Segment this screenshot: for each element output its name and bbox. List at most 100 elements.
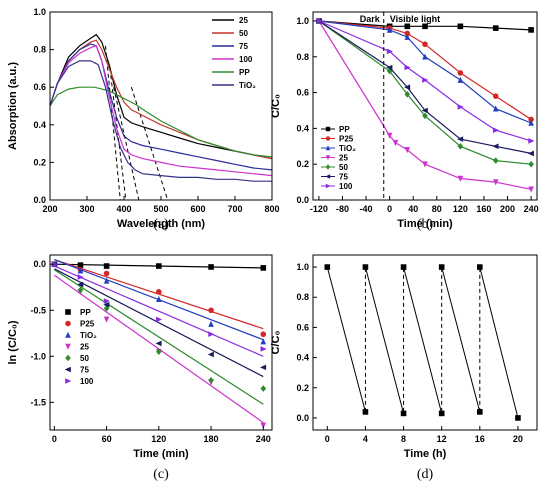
data-point — [422, 161, 428, 168]
data-point — [404, 91, 411, 98]
data-point — [156, 295, 162, 303]
legend-label: 50 — [80, 354, 89, 363]
x-tick-label: 0 — [52, 434, 57, 444]
data-point — [404, 30, 411, 37]
data-point — [404, 33, 411, 40]
data-point — [156, 289, 162, 295]
data-point — [400, 410, 407, 417]
legend-marker — [325, 126, 331, 132]
y-axis-label: C/C₀ — [270, 331, 282, 355]
legend-label: PP — [239, 68, 250, 77]
y-tick-label: 0.2 — [296, 159, 309, 169]
data-point — [528, 186, 534, 193]
data-point — [528, 116, 534, 123]
data-point — [386, 26, 393, 33]
series-100 — [316, 18, 535, 144]
data-point — [457, 76, 464, 83]
data-point — [527, 150, 534, 157]
y-tick-label: -0.5 — [30, 305, 46, 315]
axes-frame — [312, 11, 538, 201]
data-point — [207, 351, 214, 358]
legend-label: 75 — [80, 366, 89, 375]
y-tick-label: 0.6 — [33, 82, 46, 92]
x-tick-label: 160 — [476, 204, 491, 214]
series-line — [50, 33, 272, 160]
y-tick-label: 0.2 — [296, 383, 309, 393]
y-tick-label: 0.8 — [296, 52, 309, 62]
y-tick-label: 1.0 — [296, 262, 309, 272]
data-point — [103, 270, 110, 277]
data-point — [77, 286, 84, 294]
x-tick-label: 300 — [79, 204, 94, 214]
legend-marker — [65, 378, 72, 384]
legend-marker — [65, 320, 71, 327]
legend-label: 100 — [80, 377, 94, 386]
plot-area — [315, 17, 535, 193]
legend-label: 50 — [339, 163, 348, 172]
y-tick-label: -1.5 — [30, 397, 46, 407]
legend-marker — [65, 309, 71, 315]
series-PP — [50, 86, 272, 158]
chart-c: 0 60 120 180 240 0.0 -0.5 -1.0 -1.5 Time (min) ln … — [7, 254, 273, 482]
x-tick-label: 200 — [500, 204, 515, 214]
y-tick-label: 0.0 — [33, 195, 46, 205]
fit-line — [54, 269, 264, 405]
data-point — [392, 139, 399, 147]
data-point — [77, 262, 84, 268]
x-tick-label: 80 — [432, 204, 442, 214]
data-point — [155, 340, 162, 347]
panel-caption: (a) — [153, 217, 169, 232]
y-tick-label: 0.4 — [296, 123, 309, 133]
tangent-line — [130, 87, 169, 200]
panel-caption: (b) — [417, 217, 434, 232]
data-point — [208, 331, 215, 338]
legend: 25 50 75 100 PP TiO₂ — [212, 16, 256, 90]
data-point — [477, 409, 483, 415]
legend-label: 50 — [239, 29, 248, 38]
series-line — [326, 266, 366, 413]
tangent-line — [109, 68, 127, 200]
x-axis-label: Time (min) — [397, 218, 453, 230]
data-point — [477, 264, 483, 270]
x-tick-label: 800 — [264, 204, 279, 214]
series-75 — [50, 43, 272, 171]
x-tick-label: 200 — [42, 204, 57, 214]
data-point — [492, 105, 499, 112]
legend-label: PP — [80, 308, 91, 317]
data-point — [404, 84, 411, 90]
y-tick-label: 1.0 — [296, 16, 309, 26]
data-point — [260, 265, 267, 271]
data-point — [324, 264, 331, 270]
legend-label: TiO₂ — [80, 331, 97, 340]
series-line — [318, 20, 532, 120]
legend-marker — [65, 343, 71, 350]
series-75 — [315, 18, 534, 157]
x-tick-label: 400 — [116, 204, 131, 214]
series-100 — [50, 45, 272, 177]
x-tick-label: 240 — [256, 434, 271, 444]
series-main — [324, 264, 521, 421]
plot-area — [50, 33, 272, 200]
series-line — [50, 60, 272, 182]
legend-label: 100 — [339, 182, 353, 191]
x-tick-label: 700 — [227, 204, 242, 214]
data-point — [422, 77, 429, 83]
x-axis-label: Wavelength (nm) — [117, 218, 206, 230]
data-point — [492, 143, 499, 150]
data-point — [77, 274, 84, 280]
x-tick-label: -80 — [336, 204, 349, 214]
data-point — [259, 364, 267, 371]
data-point — [492, 157, 499, 164]
legend-marker — [65, 354, 71, 362]
data-point — [515, 415, 521, 421]
x-tick-label: 12 — [437, 434, 447, 444]
data-point — [438, 410, 445, 417]
data-point — [156, 263, 162, 269]
y-tick-label: 0.4 — [33, 120, 46, 130]
data-point — [208, 264, 214, 270]
legend-marker — [325, 136, 331, 141]
data-point — [103, 301, 110, 308]
legend-label: TiO₂ — [339, 144, 356, 153]
